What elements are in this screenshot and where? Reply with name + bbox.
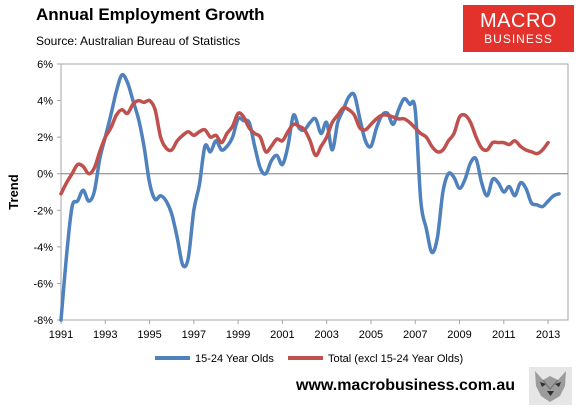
macrobusiness-logo: MACRO BUSINESS — [463, 5, 574, 52]
x-tick-label: 1997 — [182, 329, 206, 341]
x-tick-label: 2003 — [314, 329, 338, 341]
x-tick-label: 1993 — [93, 329, 117, 341]
x-tick-label: 2013 — [536, 329, 560, 341]
legend-label-2: Total (excl 15-24 Year Olds) — [328, 353, 463, 365]
y-tick-label: -8% — [33, 315, 53, 327]
y-axis: -8% -6% -4% -2% 0% 2% 4% 6% — [33, 59, 61, 327]
y-axis-label: Trend — [6, 174, 21, 209]
x-tick-label: 1995 — [137, 329, 161, 341]
y-tick-label: 6% — [37, 59, 53, 71]
x-tick-label: 2011 — [492, 329, 516, 341]
series-lines — [59, 72, 561, 322]
x-tick-label: 2005 — [359, 329, 383, 341]
y-tick-label: -2% — [33, 205, 53, 217]
website-url: www.macrobusiness.com.au — [296, 377, 516, 394]
page-title: Annual Employment Growth — [36, 5, 265, 24]
y-tick-label: 0% — [37, 169, 53, 181]
series-line-1 — [59, 72, 561, 322]
x-tick-label: 1991 — [49, 329, 73, 341]
y-tick-label: -6% — [33, 278, 53, 290]
legend: 15-24 Year Olds Total (excl 15-24 Year Ol… — [155, 353, 463, 365]
y-tick-label: 4% — [37, 96, 53, 108]
x-tick-label: 2009 — [447, 329, 471, 341]
chart-subtitle: Source: Australian Bureau of Statistics — [36, 34, 241, 48]
legend-label-1: 15-24 Year Olds — [195, 353, 274, 365]
x-tick-label: 2007 — [403, 329, 427, 341]
y-tick-label: -4% — [33, 242, 53, 254]
logo-line-business: BUSINESS — [484, 32, 553, 46]
x-tick-label: 1999 — [226, 329, 250, 341]
x-tick-label: 2001 — [270, 329, 294, 341]
series-line-2 — [59, 98, 550, 196]
y-tick-label: 2% — [37, 132, 53, 144]
x-axis: 1991 1993 1995 1997 1999 2001 2003 2005 2007 2009… — [49, 320, 560, 341]
wolf-head-icon — [529, 367, 572, 405]
logo-line-macro: MACRO — [480, 10, 557, 32]
